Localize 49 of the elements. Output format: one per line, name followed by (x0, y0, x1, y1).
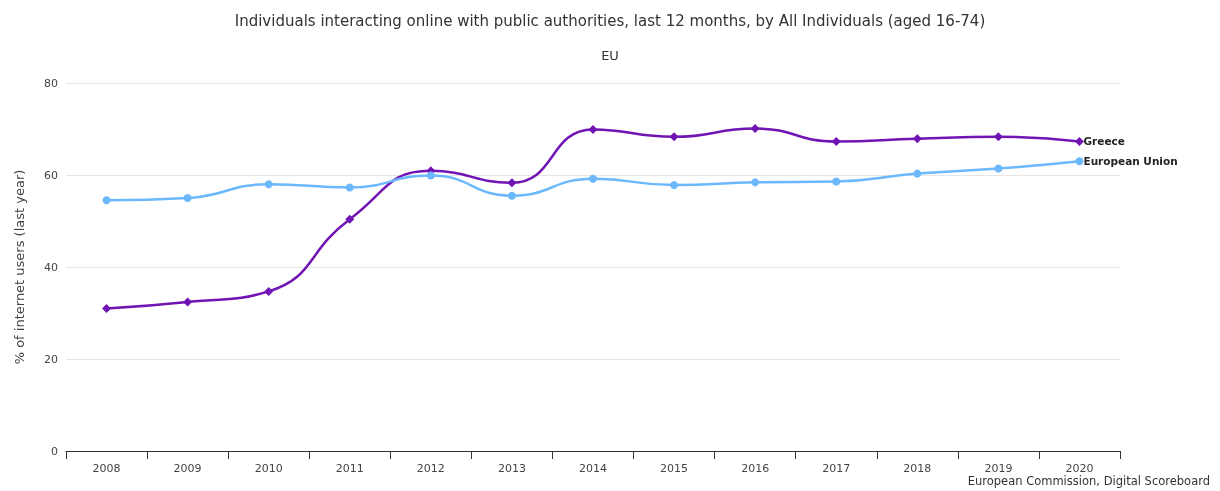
point (750, 124, 760, 134)
point (183, 297, 193, 307)
point (832, 177, 841, 186)
series-label: European Union (1083, 155, 1178, 168)
x-tick-label: 2016 (741, 462, 770, 475)
point (1074, 136, 1084, 146)
series-label: Greece (1083, 135, 1125, 148)
x-tick-label: 2012 (416, 462, 445, 475)
y-tick-label: 0 (51, 444, 58, 458)
x-tick-label: 2015 (660, 462, 689, 475)
text: European Commission, Digital Scoreboard (967, 474, 1210, 488)
point (507, 178, 517, 188)
x-tick-label: 2020 (1065, 462, 1094, 475)
point (1075, 157, 1084, 166)
y-axis-title: % of internet users (last year) (12, 169, 27, 365)
point (589, 174, 597, 183)
point (993, 132, 1003, 142)
y-tick-label: 80 (44, 76, 58, 90)
point (588, 124, 598, 134)
point (264, 286, 274, 296)
point (912, 134, 922, 144)
point (345, 214, 355, 224)
x-tick-label: 2013 (497, 462, 526, 475)
point (345, 183, 354, 192)
y-tick-label: 20 (44, 352, 58, 366)
point (426, 171, 435, 180)
point (831, 136, 841, 146)
x-tick-label: 2019 (984, 462, 1013, 475)
x-tick-label: 2011 (335, 462, 364, 475)
point (183, 194, 192, 202)
point (751, 178, 760, 187)
x-tick-label: 2017 (822, 462, 851, 475)
y-tick-label: 40 (44, 260, 58, 274)
x-tick-label: 2009 (173, 462, 202, 475)
point (670, 181, 679, 190)
chart-subtitle: EU (601, 48, 619, 63)
point (264, 180, 273, 189)
x-tick-label: 2018 (903, 462, 932, 475)
point (913, 169, 922, 178)
x-tick-label: 2008 (92, 462, 121, 475)
x-tick-label: 2010 (254, 462, 283, 475)
point (507, 191, 516, 200)
point (994, 164, 1003, 173)
point (669, 132, 679, 142)
y-tick-label: 60 (44, 168, 58, 182)
point (102, 303, 112, 313)
x-tick-label: 2014 (579, 462, 607, 475)
point (102, 196, 111, 205)
chart-title: Individuals interacting online with public authorities, last 12 months, by All Individuals (aged 16-74) (234, 11, 986, 30)
